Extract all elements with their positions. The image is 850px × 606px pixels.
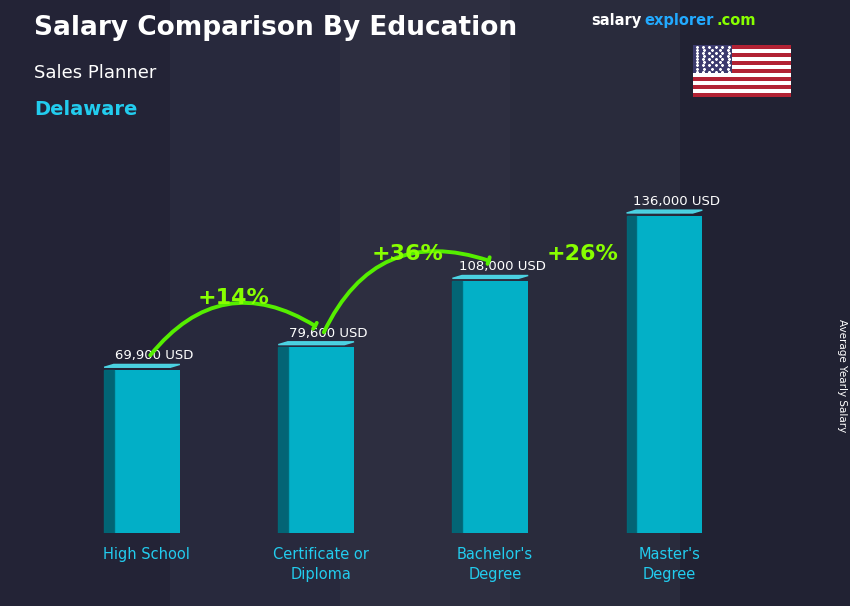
Bar — [693, 85, 791, 89]
Text: +14%: +14% — [198, 288, 269, 308]
Bar — [693, 93, 791, 97]
Polygon shape — [278, 347, 288, 533]
Bar — [680, 0, 850, 606]
Bar — [693, 73, 791, 77]
Bar — [693, 61, 791, 65]
Text: Sales Planner: Sales Planner — [34, 64, 156, 82]
Bar — [693, 89, 791, 93]
Bar — [693, 81, 791, 85]
Text: +36%: +36% — [372, 244, 444, 264]
Bar — [693, 77, 791, 81]
Polygon shape — [104, 370, 114, 533]
Bar — [340, 0, 510, 606]
Bar — [462, 281, 528, 533]
Bar — [0, 0, 170, 606]
Bar — [693, 65, 791, 69]
Bar — [693, 69, 791, 73]
Bar — [693, 45, 732, 73]
Bar — [288, 347, 354, 533]
Polygon shape — [278, 342, 354, 345]
Text: +26%: +26% — [547, 244, 618, 264]
Text: .com: .com — [717, 13, 756, 28]
Bar — [693, 45, 791, 50]
Polygon shape — [452, 281, 462, 533]
Bar — [693, 53, 791, 58]
Polygon shape — [104, 364, 180, 367]
Text: 69,900 USD: 69,900 USD — [115, 349, 193, 362]
Bar — [636, 216, 702, 533]
Text: 136,000 USD: 136,000 USD — [632, 195, 720, 208]
Polygon shape — [626, 210, 702, 213]
Polygon shape — [626, 216, 636, 533]
Bar — [693, 58, 791, 61]
Text: 79,600 USD: 79,600 USD — [289, 327, 367, 339]
Text: explorer: explorer — [644, 13, 714, 28]
Text: Delaware: Delaware — [34, 100, 138, 119]
Text: 108,000 USD: 108,000 USD — [459, 260, 546, 273]
Bar — [170, 0, 340, 606]
Bar — [510, 0, 680, 606]
Text: salary: salary — [591, 13, 641, 28]
Text: Average Yearly Salary: Average Yearly Salary — [837, 319, 847, 432]
Bar — [693, 50, 791, 53]
Bar — [114, 370, 180, 533]
Polygon shape — [452, 276, 528, 278]
Text: Salary Comparison By Education: Salary Comparison By Education — [34, 15, 517, 41]
